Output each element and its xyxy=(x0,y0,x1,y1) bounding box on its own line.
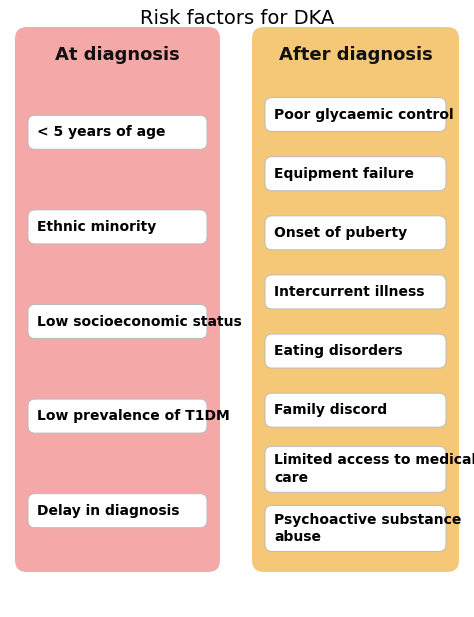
Text: At diagnosis: At diagnosis xyxy=(55,46,180,64)
FancyBboxPatch shape xyxy=(265,393,446,427)
Text: Low prevalence of T1DM: Low prevalence of T1DM xyxy=(37,409,230,423)
FancyBboxPatch shape xyxy=(265,97,446,131)
FancyBboxPatch shape xyxy=(265,334,446,368)
Text: Low socioeconomic status: Low socioeconomic status xyxy=(37,315,242,328)
Text: Limited access to medical
care: Limited access to medical care xyxy=(274,453,474,485)
Text: Eating disorders: Eating disorders xyxy=(274,344,402,358)
Text: Equipment failure: Equipment failure xyxy=(274,167,414,181)
Text: Delay in diagnosis: Delay in diagnosis xyxy=(37,503,180,518)
FancyBboxPatch shape xyxy=(265,216,446,250)
FancyBboxPatch shape xyxy=(28,494,207,528)
FancyBboxPatch shape xyxy=(265,275,446,309)
FancyBboxPatch shape xyxy=(265,505,446,552)
Text: Intercurrent illness: Intercurrent illness xyxy=(274,285,425,299)
FancyBboxPatch shape xyxy=(265,446,446,492)
FancyBboxPatch shape xyxy=(28,115,207,149)
Text: < 5 years of age: < 5 years of age xyxy=(37,125,165,139)
FancyBboxPatch shape xyxy=(28,305,207,339)
Text: Ethnic minority: Ethnic minority xyxy=(37,220,156,234)
Text: Poor glycaemic control: Poor glycaemic control xyxy=(274,107,454,122)
Text: Psychoactive substance
abuse: Psychoactive substance abuse xyxy=(274,513,461,544)
FancyBboxPatch shape xyxy=(252,27,459,572)
Text: After diagnosis: After diagnosis xyxy=(279,46,432,64)
Text: Family discord: Family discord xyxy=(274,403,387,417)
FancyBboxPatch shape xyxy=(265,157,446,191)
FancyBboxPatch shape xyxy=(15,27,220,572)
Text: Risk factors for DKA: Risk factors for DKA xyxy=(140,9,334,28)
FancyBboxPatch shape xyxy=(28,210,207,244)
Text: Onset of puberty: Onset of puberty xyxy=(274,226,407,240)
FancyBboxPatch shape xyxy=(28,399,207,433)
